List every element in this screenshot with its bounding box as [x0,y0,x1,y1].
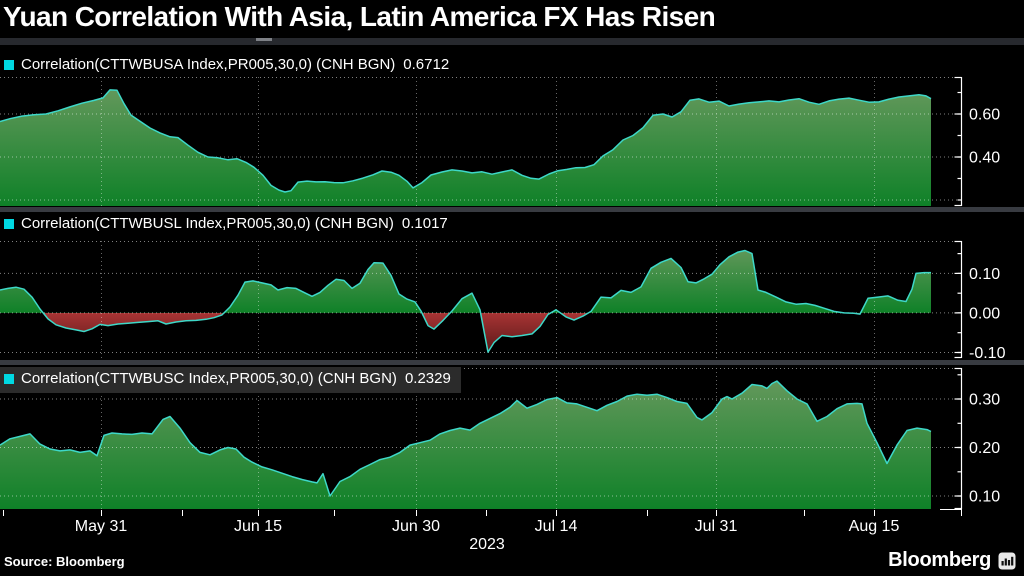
area-fill [0,381,931,509]
area-fill-positive [0,250,931,313]
x-axis-label: Jul 14 [535,518,578,535]
y-axis-label: 0.60 [969,107,1000,124]
x-axis-label: May 31 [75,518,128,535]
bloomberg-logo: Bloomberg [888,549,1016,572]
x-axis: May 31 Jun 15 Jun 30 Jul 14 Jul 31 Aug 15 2023 [3,509,962,553]
source-attribution: Source: Bloomberg [4,554,125,569]
legend-swatch-icon [4,374,14,384]
legend-swatch-icon [4,60,14,70]
legend-last-value: 0.6712 [403,56,450,73]
area-fill-negative [43,312,861,353]
legend-panel-2: Correlation(CTTWBUSL Index,PR005,30,0) (… [4,215,448,233]
y-axis-label: 0.40 [969,150,1000,167]
y-axis-label: 0.20 [969,440,1000,457]
gridlines [0,77,961,206]
x-axis-label: Jun 15 [234,518,282,535]
page-title: Yuan Correlation With Asia, Latin Americ… [3,1,716,32]
legend-swatch-icon [4,219,14,229]
y-axis-label: 0.10 [969,489,1000,506]
y-axis-label: 0.30 [969,392,1000,409]
series-line [0,249,931,353]
bloomberg-terminal-icon [998,552,1016,569]
y-axis: 0.10 0.00 -0.10 [954,240,1006,362]
y-axis-label: 0.00 [969,305,1000,322]
series-line [0,380,932,497]
panel-1: 0.60 0.40 [0,76,1000,207]
panel-separator [0,207,1024,212]
area-fill [0,89,931,206]
scrollbar-thumb[interactable] [256,38,272,41]
x-axis-year-label: 2023 [469,536,505,553]
legend-label: Correlation(CTTWBUSC Index,PR005,30,0) (… [21,370,397,387]
bloomberg-wordmark: Bloomberg [888,549,991,571]
y-axis: 0.30 0.20 0.10 [954,367,1000,510]
x-axis-label: Jul 31 [695,518,738,535]
gridlines [0,241,961,358]
legend-last-value: 0.2329 [404,370,451,387]
legend-panel-1: Correlation(CTTWBUSA Index,PR005,30,0) (… [4,56,449,74]
y-axis: 0.60 0.40 [954,76,1000,207]
panel-2: 0.10 0.00 -0.10 [0,240,1006,362]
legend-label: Correlation(CTTWBUSL Index,PR005,30,0) (… [21,215,394,232]
x-axis-label: Jun 30 [392,518,440,535]
title-divider-scrollbar [0,38,1024,45]
legend-label: Correlation(CTTWBUSA Index,PR005,30,0) (… [21,56,396,73]
legend-last-value: 0.1017 [401,215,448,232]
legend-panel-3: Correlation(CTTWBUSC Index,PR005,30,0) (… [0,367,461,393]
series-line [0,89,932,193]
x-axis-label: Aug 15 [849,518,900,535]
panel-separator [0,360,1024,365]
y-axis-label: -0.10 [969,345,1006,362]
y-axis-label: 0.10 [969,266,1000,283]
